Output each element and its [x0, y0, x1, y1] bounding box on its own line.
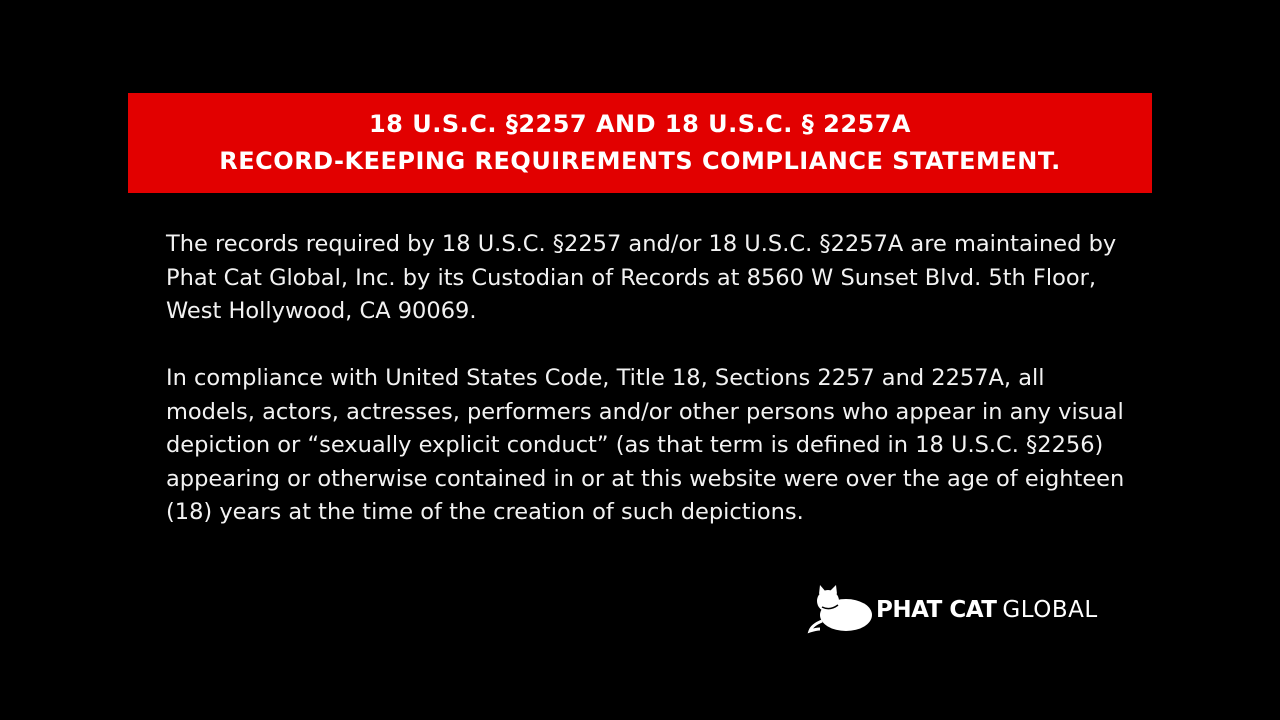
cat-icon	[807, 585, 872, 634]
logo-text-bold: PHAT CAT	[876, 597, 997, 623]
compliance-banner: 18 U.S.C. §2257 AND 18 U.S.C. § 2257A RE…	[128, 93, 1152, 193]
banner-title-line1: 18 U.S.C. §2257 AND 18 U.S.C. § 2257A	[368, 110, 911, 138]
records-paragraph: The records required by 18 U.S.C. §2257 …	[166, 231, 1117, 324]
phat-cat-global-logo: PHAT CAT GLOBAL	[806, 585, 1098, 635]
statement-body: The records required by 18 U.S.C. §2257 …	[166, 228, 1126, 563]
logo-text-light: GLOBAL	[1002, 597, 1098, 623]
compliance-paragraph: In compliance with United States Code, T…	[166, 365, 1125, 525]
banner-title-line2: RECORD-KEEPING REQUIREMENTS COMPLIANCE S…	[219, 147, 1061, 175]
